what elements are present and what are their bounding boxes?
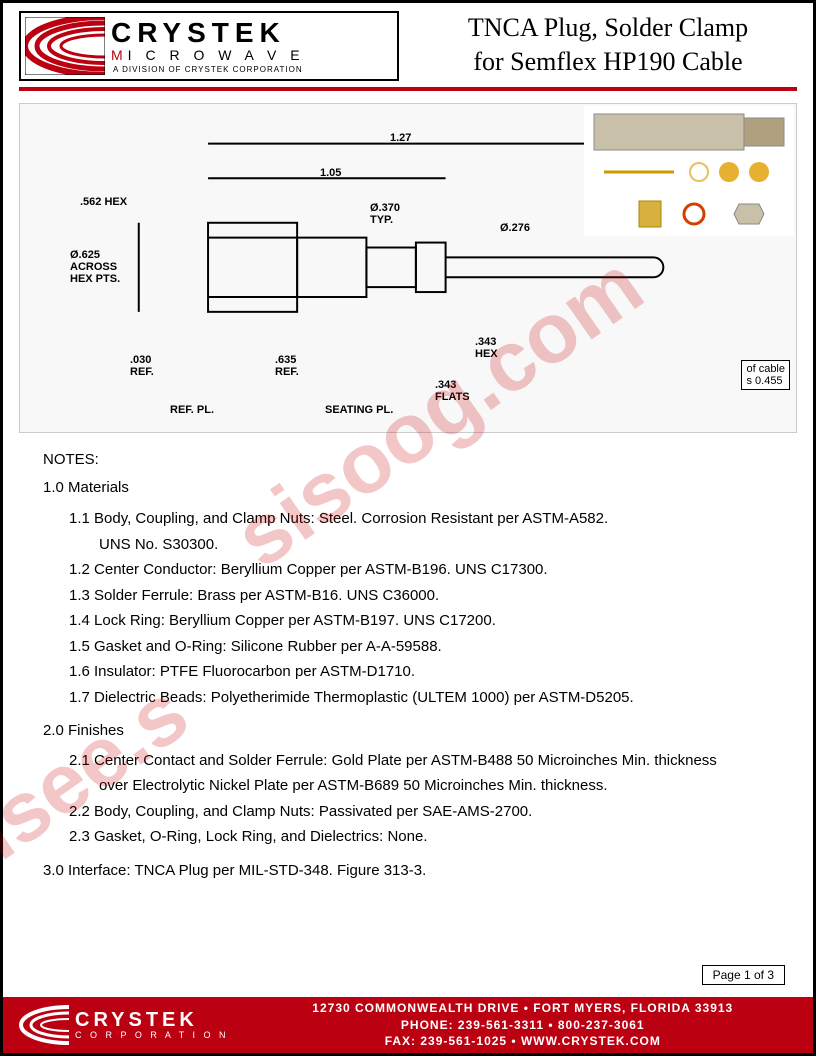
footer-logo-main: CRYSTEK (75, 1010, 229, 1030)
dim-1-27: 1.27 (390, 132, 411, 144)
dim-1-05: 1.05 (320, 167, 341, 179)
header-divider (19, 87, 797, 91)
logo-sub: MI C R O W A V E (111, 47, 305, 63)
note-2-1: 2.1 Center Contact and Solder Ferrule: G… (69, 748, 773, 774)
logo-main: CRYSTEK (111, 19, 305, 47)
section-3: 3.0 Interface: TNCA Plug per MIL-STD-348… (43, 858, 773, 884)
header-logo: CRYSTEK MI C R O W A V E A DIVISION OF C… (19, 11, 399, 81)
footer-logo: CRYSTEK C O R P O R A T I O N (19, 1005, 229, 1045)
wave-icon (19, 1005, 69, 1045)
product-photo (584, 106, 794, 236)
footer-fax-web: FAX: 239-561-1025 • WWW.CRYSTEK.COM (249, 1033, 797, 1050)
footer-contact: 12730 COMMONWEALTH DRIVE • FORT MYERS, F… (249, 1000, 797, 1050)
notes-section: NOTES: 1.0 Materials 1.1 Body, Coupling,… (3, 433, 813, 883)
logo-text: CRYSTEK MI C R O W A V E A DIVISION OF C… (111, 19, 305, 74)
dim-625: Ø.625 ACROSS HEX PTS. (70, 249, 120, 285)
note-1-1: 1.1 Body, Coupling, and Clamp Nuts: Stee… (69, 506, 773, 532)
cable-note: of cable s 0.455 (741, 360, 790, 390)
note-1-4: 1.4 Lock Ring: Beryllium Copper per ASTM… (69, 608, 773, 634)
section-2: 2.0 Finishes (43, 718, 773, 744)
note-2-1b: over Electrolytic Nickel Plate per ASTM-… (43, 773, 773, 799)
logo-tagline: A DIVISION OF CRYSTEK CORPORATION (111, 65, 305, 74)
note-1-3: 1.3 Solder Ferrule: Brass per ASTM-B16. … (69, 583, 773, 609)
dim-635: .635 REF. (275, 354, 299, 378)
dim-276: Ø.276 (500, 222, 530, 234)
note-2-3: 2.3 Gasket, O-Ring, Lock Ring, and Diele… (69, 824, 773, 850)
page-number: Page 1 of 3 (702, 965, 785, 985)
section-1: 1.0 Materials (43, 475, 773, 501)
footer: CRYSTEK C O R P O R A T I O N 12730 COMM… (3, 997, 813, 1053)
header: CRYSTEK MI C R O W A V E A DIVISION OF C… (3, 3, 813, 81)
dim-562-hex: .562 HEX (80, 196, 127, 208)
note-1-2: 1.2 Center Conductor: Beryllium Copper p… (69, 557, 773, 583)
note-2-2: 2.2 Body, Coupling, and Clamp Nuts: Pass… (69, 799, 773, 825)
title-line2: for Semflex HP190 Cable (419, 45, 797, 79)
dim-370: Ø.370 TYP. (370, 202, 400, 226)
seating-pl: SEATING PL. (325, 404, 393, 416)
dim-343-flats: .343 FLATS (435, 379, 470, 403)
document-title: TNCA Plug, Solder Clamp for Semflex HP19… (419, 11, 797, 79)
notes-heading: NOTES: (43, 447, 773, 473)
engineering-diagram: 1.27 1.05 .562 HEX Ø.370 TYP. Ø.276 Ø.62… (19, 103, 797, 433)
title-line1: TNCA Plug, Solder Clamp (419, 11, 797, 45)
footer-phone: PHONE: 239-561-3311 • 800-237-3061 (249, 1017, 797, 1034)
note-1-6: 1.6 Insulator: PTFE Fluorocarbon per AST… (69, 659, 773, 685)
wave-icon (25, 17, 105, 75)
dim-030: .030 REF. (130, 354, 154, 378)
footer-logo-sub: C O R P O R A T I O N (75, 1030, 229, 1040)
note-1-1b: UNS No. S30300. (43, 532, 773, 558)
footer-address: 12730 COMMONWEALTH DRIVE • FORT MYERS, F… (249, 1000, 797, 1017)
ref-pl: REF. PL. (170, 404, 214, 416)
note-1-5: 1.5 Gasket and O-Ring: Silicone Rubber p… (69, 634, 773, 660)
dim-343-hex: .343 HEX (475, 336, 498, 360)
note-1-7: 1.7 Dielectric Beads: Polyetherimide The… (69, 685, 773, 711)
